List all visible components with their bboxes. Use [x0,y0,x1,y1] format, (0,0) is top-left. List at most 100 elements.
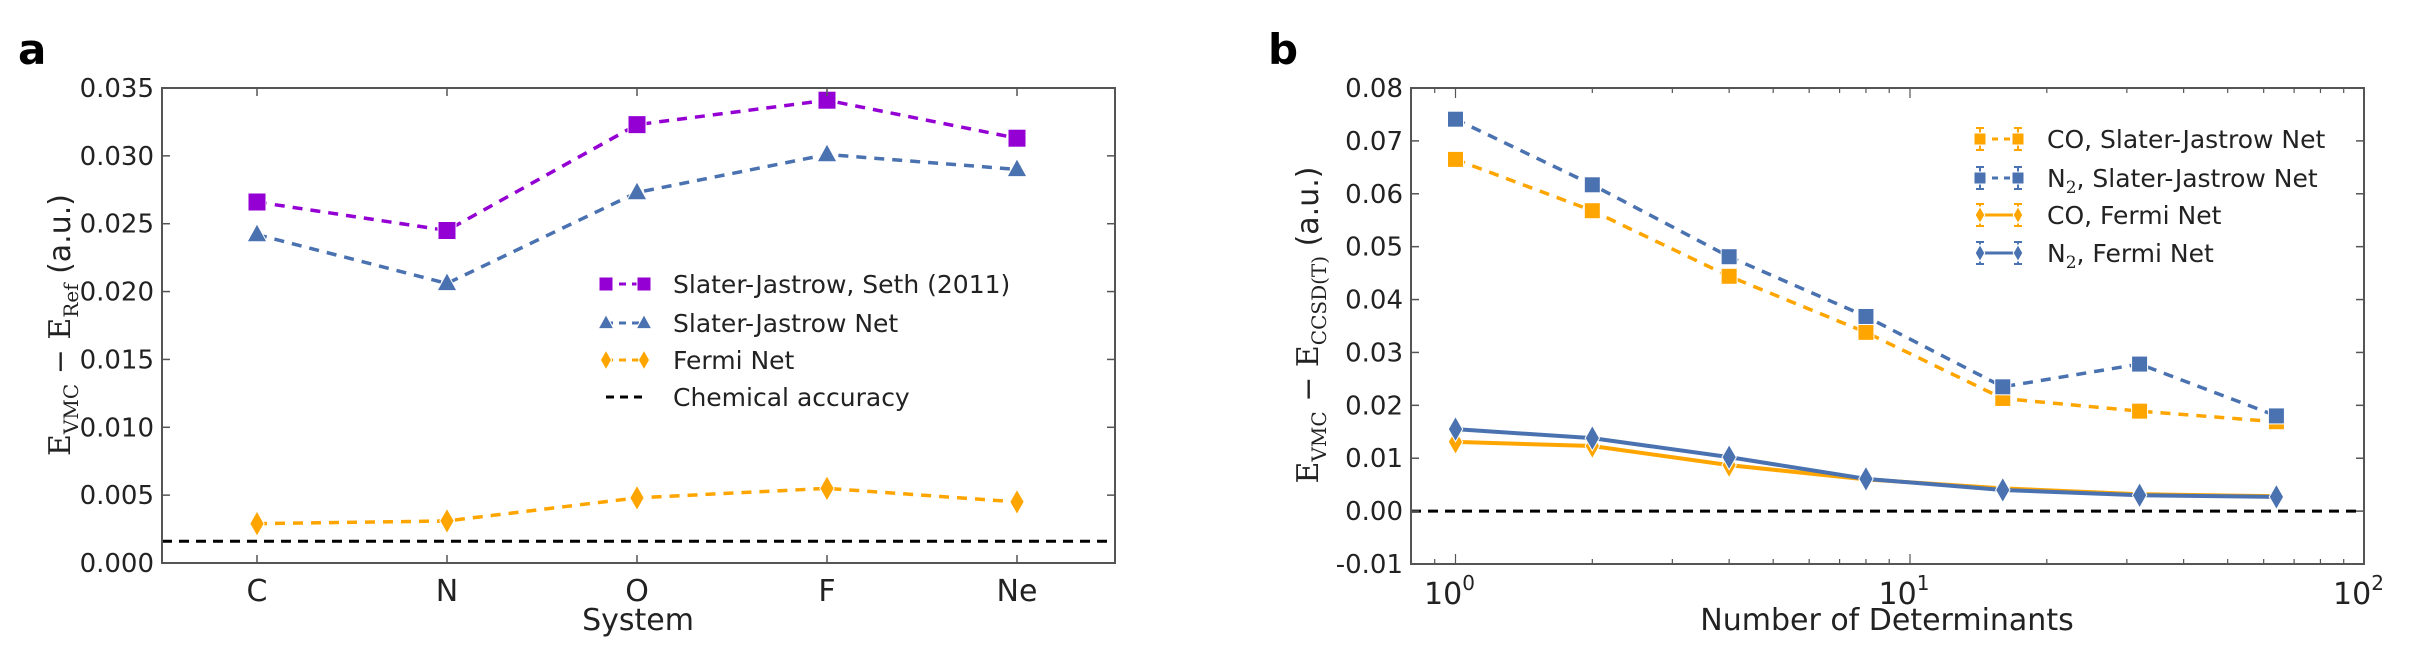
a-x-tick-label: N [436,574,458,609]
b-legend-marker [1973,132,1987,146]
a-point-0-0 [247,192,267,212]
b-y-ticks: -0.01 0.00 0.01 0.02 0.03 0.04 0.05 0.06 0.07 0.0… [1336,74,2364,580]
a-y-tick-label: 0.005 [80,481,154,511]
a-legend-label: Slater-Jastrow Net [673,309,898,338]
a-point-2-1 [439,507,455,535]
b-legend-marker [2012,205,2024,225]
b-point-1-2 [1720,248,1738,266]
panel-letter-b: b [1268,25,1298,74]
a-x-ticks: C N O F Ne [247,88,1038,609]
b-y-tick-label: 0.02 [1345,391,1403,421]
b-y-tick-label: -0.01 [1336,550,1403,580]
b-legend: CO, Slater-Jastrow Net N2, Slater-Jastrow… [1973,125,2325,273]
a-legend: Slater-Jastrow, Seth (2011) Slater-Jastro… [597,270,1010,412]
a-series-line-1 [256,152,1018,286]
a-x-tick-label: C [247,574,268,609]
a-y-tick-label: 0.035 [80,74,154,104]
a-point-2-3 [819,474,835,502]
b-legend-marker [2012,243,2024,263]
b-y-axis-label: EVMC − ECCSD(T) (a.u.) [1291,167,1331,484]
a-legend-marker [598,276,614,292]
a-x-tick-label: F [818,574,835,609]
b-legend-label: CO, Slater-Jastrow Net [2047,125,2325,154]
b-legend-marker [1973,171,1987,185]
a-point-1-2 [626,180,648,201]
a-point-0-4 [1007,128,1027,148]
b-y-tick-label: 0.01 [1345,444,1403,474]
b-point-1-6 [2267,407,2285,425]
b-y-tick-label: 0.06 [1345,180,1403,210]
a-point-2-4 [1009,488,1025,516]
a-legend-label: Chemical accuracy [673,383,910,412]
a-plot-frame [161,87,1116,564]
panel-letter-a: a [18,25,46,74]
a-y-tick-label: 0.000 [80,549,154,579]
b-x-tick-label: 100 [1424,571,1475,612]
a-x-axis-label: System [582,603,694,638]
a-series-line-0 [256,98,1018,233]
b-y-tick-label: 0.08 [1345,74,1403,104]
b-point-3-5 [2131,481,2148,509]
a-point-1-3 [816,142,838,163]
b-point-0-2 [1720,267,1738,285]
b-x-ticks: 100 101 102 [1410,88,2384,612]
a-y-tick-label: 0.010 [80,413,154,443]
b-series-layer [1447,110,2285,511]
a-series-layer [246,90,1028,538]
b-point-3-0 [1447,415,1464,443]
b-point-1-5 [2131,355,2149,373]
a-legend-marker [636,276,652,292]
b-legend-label: N2, Fermi Net [2047,239,2214,273]
a-point-0-1 [437,221,457,240]
b-point-3-3 [1858,465,1874,493]
b-y-tick-label: 0.03 [1345,338,1403,368]
b-point-3-4 [1994,476,2011,504]
a-point-1-1 [436,271,458,292]
b-series-line-0 [1454,157,2277,424]
a-point-1-4 [1006,157,1028,178]
a-x-tick-label: O [625,574,649,609]
b-x-tick-label: 101 [1879,571,1930,612]
b-point-0-5 [2131,402,2149,420]
b-y-tick-label: 0.05 [1345,233,1403,263]
b-legend-label: N2, Slater-Jastrow Net [2047,164,2318,198]
a-y-tick-label: 0.025 [80,210,154,240]
a-legend-marker [635,313,653,330]
a-y-tick-label: 0.015 [80,345,154,375]
b-point-0-0 [1447,150,1464,168]
a-y-ticks: 0.000 0.005 0.010 0.015 0.020 0.025 0.030 0.035 [80,74,1115,579]
a-point-1-0 [246,222,268,243]
b-point-0-1 [1583,202,1601,220]
b-point-1-3 [1857,307,1875,325]
a-y-tick-label: 0.020 [80,278,154,308]
b-legend-marker [1974,205,1986,225]
a-legend-label: Fermi Net [673,346,795,375]
b-legend-marker [2011,171,2025,185]
a-legend-marker [597,313,615,330]
a-legend-marker [599,349,613,371]
b-x-axis-label: Number of Determinants [1700,603,2073,638]
a-point-2-2 [629,484,645,512]
b-point-3-6 [2268,483,2285,511]
b-point-3-1 [1584,424,1601,452]
b-x-tick-label: 102 [2333,571,2384,612]
a-point-2-0 [249,510,265,538]
a-legend-marker [637,349,651,371]
a-point-0-2 [627,115,647,135]
b-plot-frame [1410,87,2365,565]
a-y-tick-label: 0.030 [80,142,154,172]
a-legend-label: Slater-Jastrow, Seth (2011) [673,270,1010,299]
b-y-tick-label: 0.00 [1345,497,1403,527]
a-x-tick-label: Ne [997,574,1038,609]
b-y-tick-label: 0.04 [1345,286,1403,316]
b-legend-label: CO, Fermi Net [2047,201,2222,230]
b-point-1-1 [1583,176,1601,194]
b-point-1-4 [1994,378,2012,396]
b-point-3-2 [1721,443,1737,471]
b-legend-marker [1974,243,1986,263]
a-y-axis-label: EVMC − ERef (a.u.) [43,194,83,456]
b-y-tick-label: 0.07 [1345,127,1403,157]
b-point-0-3 [1857,323,1875,341]
b-legend-marker [2011,132,2025,146]
